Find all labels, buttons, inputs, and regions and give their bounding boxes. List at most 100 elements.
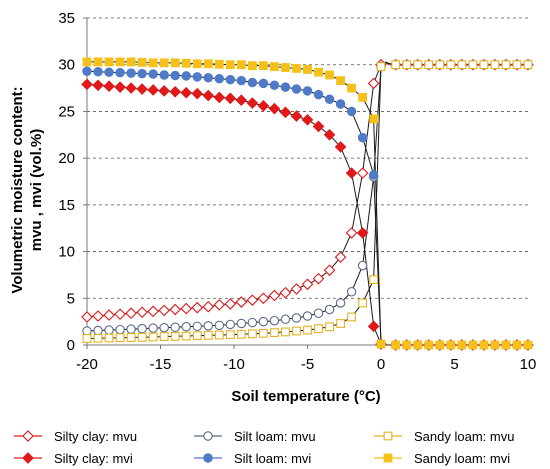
data-point	[225, 330, 235, 340]
data-point	[214, 73, 225, 84]
data-point	[104, 57, 114, 67]
data-point	[358, 93, 368, 102]
legend-marker	[22, 452, 34, 464]
data-point	[292, 326, 301, 336]
data-point	[81, 311, 93, 323]
data-point	[523, 60, 533, 70]
data-point	[93, 333, 103, 343]
data-point	[192, 59, 202, 69]
data-point	[236, 329, 246, 339]
data-point	[325, 70, 334, 80]
data-point	[148, 69, 158, 79]
legend-marker	[203, 431, 213, 441]
data-point	[290, 283, 303, 295]
data-point	[246, 294, 259, 306]
data-point	[191, 87, 204, 100]
data-point	[424, 340, 434, 350]
y-tick-label: 5	[67, 290, 75, 307]
data-point	[268, 102, 281, 115]
data-point	[435, 340, 445, 350]
legend-entry: Sandy loam: mvi	[374, 451, 510, 466]
data-point	[376, 62, 386, 71]
data-point	[268, 289, 281, 302]
x-tick-label: -15	[150, 356, 172, 373]
legend-marker	[22, 430, 34, 442]
legend-label: Silt loam: mvu	[234, 429, 316, 444]
data-point	[314, 324, 323, 334]
data-point	[247, 61, 257, 71]
data-point	[180, 86, 193, 99]
data-point	[313, 308, 324, 318]
data-point	[258, 316, 269, 327]
data-point	[115, 57, 125, 67]
data-point	[247, 329, 257, 339]
data-point	[367, 77, 380, 90]
data-point	[126, 324, 136, 334]
x-axis-title: Soil temperature (°C)	[231, 388, 380, 405]
data-point	[357, 132, 368, 143]
data-point	[303, 64, 312, 74]
legend-entry: Silt loam: mvi	[194, 451, 311, 466]
data-point	[323, 128, 336, 141]
data-point	[93, 325, 103, 336]
legend-label: Sandy loam: mvi	[414, 451, 510, 466]
data-point	[147, 84, 159, 96]
data-point	[324, 304, 335, 315]
tick-labels: 0 5 10 15 20 25 30 35 -20 -15 -10 -5 0 5 10	[58, 10, 536, 373]
data-point	[225, 319, 236, 330]
data-point	[258, 328, 268, 338]
data-point	[92, 310, 104, 322]
data-point	[247, 317, 258, 328]
data-point	[346, 286, 357, 297]
data-point	[235, 94, 248, 107]
data-point	[170, 331, 180, 341]
legend-entry: Sandy loam: mvu	[374, 429, 514, 444]
data-point	[93, 57, 103, 67]
data-point	[104, 67, 114, 77]
data-point	[137, 332, 147, 342]
data-point	[103, 80, 115, 93]
y-tick-label: 10	[58, 244, 75, 261]
x-tick-label: -5	[301, 356, 314, 373]
data-point	[490, 340, 500, 350]
data-point	[82, 66, 92, 77]
data-point	[347, 312, 356, 322]
data-point	[202, 300, 215, 313]
data-point	[501, 60, 511, 70]
data-point	[235, 296, 248, 308]
data-point	[479, 340, 489, 350]
x-tick-label: -10	[223, 356, 245, 373]
data-point	[446, 60, 456, 70]
data-point	[236, 75, 247, 86]
data-point	[92, 79, 104, 92]
data-point	[258, 78, 269, 89]
data-point	[247, 77, 258, 88]
data-point	[114, 308, 126, 320]
data-point	[236, 60, 246, 70]
data-point	[181, 58, 191, 68]
data-point	[104, 333, 114, 343]
data-point	[269, 80, 280, 91]
x-tick-label: 5	[450, 356, 458, 373]
data-point	[192, 331, 202, 341]
data-point	[280, 82, 291, 92]
data-point	[158, 85, 170, 97]
data-point	[269, 315, 280, 326]
y-tick-label: 35	[58, 10, 75, 27]
legend-label: Sandy loam: mvu	[414, 429, 514, 444]
data-point	[367, 320, 380, 333]
data-point	[224, 298, 237, 310]
data-point	[203, 73, 214, 83]
data-point	[368, 170, 379, 180]
data-point	[413, 340, 423, 350]
data-point	[137, 57, 147, 67]
data-point	[376, 339, 386, 349]
data-point	[512, 340, 522, 350]
data-point	[180, 302, 193, 315]
data-point	[313, 89, 324, 100]
data-point	[347, 83, 356, 93]
y-axis-title-line1: Volumetric moisture content:	[9, 86, 26, 293]
data-point	[136, 83, 148, 95]
data-point	[159, 332, 169, 341]
